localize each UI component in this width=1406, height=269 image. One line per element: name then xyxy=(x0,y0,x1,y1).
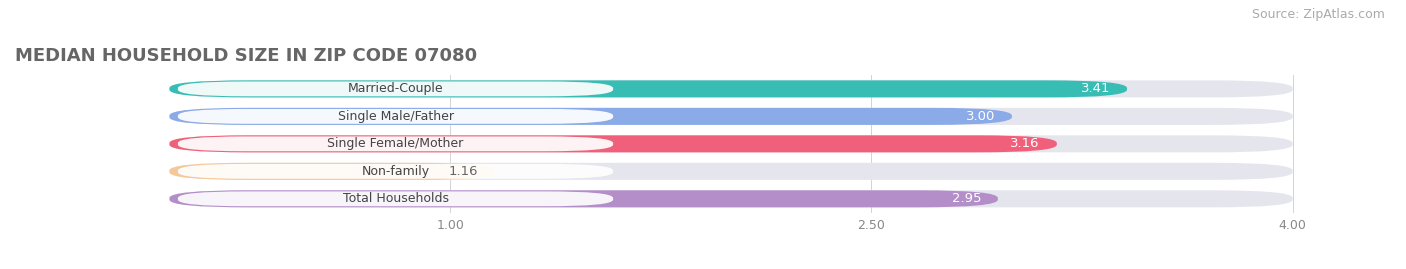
Text: 1.16: 1.16 xyxy=(449,165,478,178)
FancyBboxPatch shape xyxy=(179,192,613,206)
Text: Non-family: Non-family xyxy=(361,165,430,178)
Text: Single Female/Mother: Single Female/Mother xyxy=(328,137,464,150)
Text: MEDIAN HOUSEHOLD SIZE IN ZIP CODE 07080: MEDIAN HOUSEHOLD SIZE IN ZIP CODE 07080 xyxy=(15,47,477,65)
FancyBboxPatch shape xyxy=(179,109,613,124)
FancyBboxPatch shape xyxy=(170,108,1292,125)
FancyBboxPatch shape xyxy=(170,135,1292,152)
Text: Source: ZipAtlas.com: Source: ZipAtlas.com xyxy=(1251,8,1385,21)
Text: 3.16: 3.16 xyxy=(1011,137,1040,150)
FancyBboxPatch shape xyxy=(170,163,495,180)
FancyBboxPatch shape xyxy=(170,108,1012,125)
FancyBboxPatch shape xyxy=(170,80,1292,97)
FancyBboxPatch shape xyxy=(179,136,613,151)
FancyBboxPatch shape xyxy=(170,80,1128,97)
FancyBboxPatch shape xyxy=(170,135,1057,152)
Text: 3.00: 3.00 xyxy=(966,110,995,123)
FancyBboxPatch shape xyxy=(179,164,613,179)
FancyBboxPatch shape xyxy=(170,190,1292,207)
Text: Single Male/Father: Single Male/Father xyxy=(337,110,454,123)
Text: Total Households: Total Households xyxy=(343,192,449,205)
Text: Married-Couple: Married-Couple xyxy=(347,82,443,95)
FancyBboxPatch shape xyxy=(179,82,613,96)
Text: 3.41: 3.41 xyxy=(1081,82,1111,95)
FancyBboxPatch shape xyxy=(170,163,1292,180)
Text: 2.95: 2.95 xyxy=(952,192,981,205)
FancyBboxPatch shape xyxy=(170,190,998,207)
